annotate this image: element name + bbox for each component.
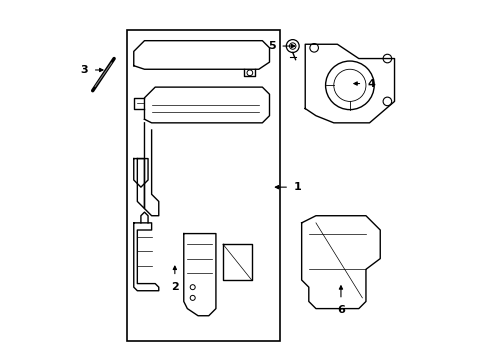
Text: 5: 5	[267, 41, 275, 51]
Text: 6: 6	[336, 305, 344, 315]
Text: 3: 3	[80, 65, 88, 75]
Text: 1: 1	[293, 182, 301, 192]
Text: 4: 4	[366, 78, 374, 89]
Bar	[126, 30, 280, 341]
Text: 2: 2	[171, 282, 178, 292]
